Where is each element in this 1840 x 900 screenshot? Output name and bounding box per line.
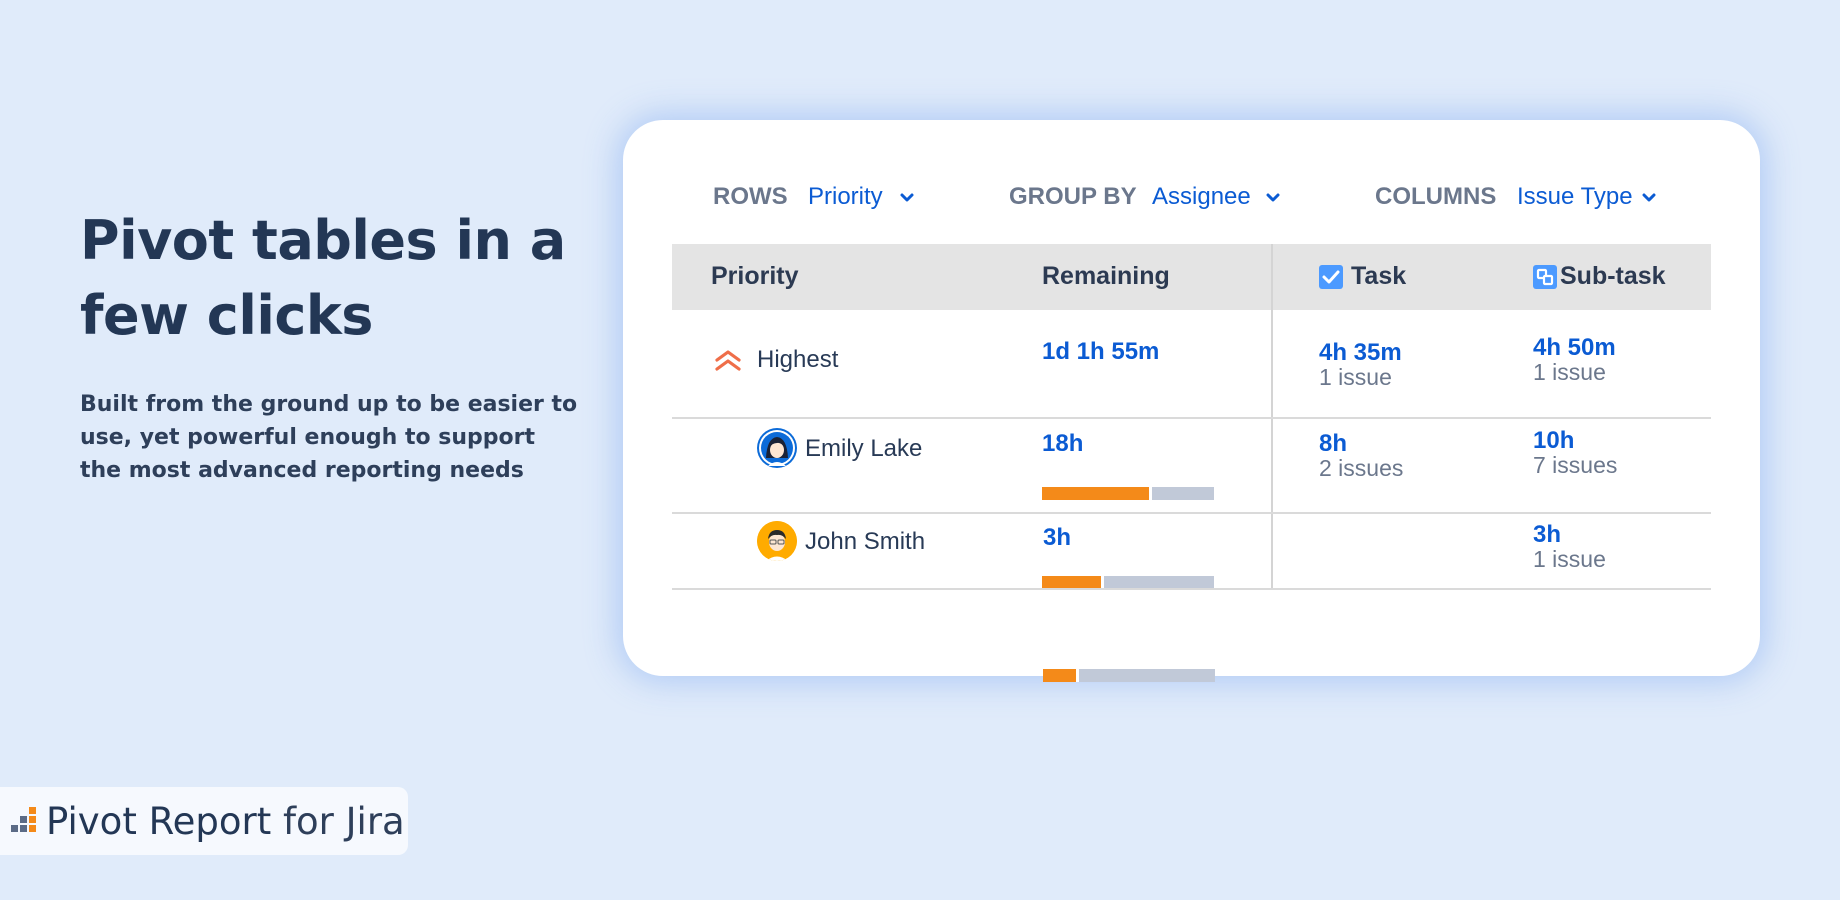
group-by-select[interactable]: Assignee xyxy=(1152,183,1251,210)
remaining-bar-fill xyxy=(1042,487,1153,500)
rows-select[interactable]: Priority xyxy=(808,183,883,210)
pivot-toolbar: ROWS Priority GROUP BY Assignee COLUMNS … xyxy=(623,120,1760,250)
header-priority[interactable]: Priority xyxy=(711,262,799,290)
task-count[interactable]: 2 issues xyxy=(1319,455,1404,481)
subtask-time[interactable]: 10h xyxy=(1533,427,1575,454)
chevron-down-icon[interactable] xyxy=(1262,187,1284,209)
subtask-time[interactable]: 4h 50m xyxy=(1533,334,1616,361)
task-type-icon xyxy=(1319,265,1343,289)
columns-select[interactable]: Issue Type xyxy=(1517,183,1633,210)
brand-name-strong: Pivot Report xyxy=(46,800,272,843)
brand-badge: Pivot Report for Jira xyxy=(0,787,408,855)
subtask-count[interactable]: 7 issues xyxy=(1533,452,1618,478)
remaining-bar xyxy=(1042,576,1214,589)
row-divider xyxy=(672,417,1711,419)
header-task[interactable]: Task xyxy=(1351,262,1407,290)
subtask-type-icon xyxy=(1533,265,1557,289)
remaining-bar xyxy=(1043,669,1215,682)
row-divider xyxy=(672,512,1711,514)
chevron-down-icon[interactable] xyxy=(896,187,918,209)
subtask-count[interactable]: 1 issue xyxy=(1533,546,1606,572)
pivot-table: Priority Remaining Task Sub-task Highest… xyxy=(672,244,1711,710)
hero-subtitle: Built from the ground up to be easier to… xyxy=(80,392,578,483)
remaining-bar-fill xyxy=(1043,669,1080,682)
chevron-down-icon[interactable] xyxy=(1638,187,1660,209)
task-time[interactable]: 8h xyxy=(1319,430,1348,457)
task-count[interactable]: 1 issue xyxy=(1319,364,1392,390)
remaining-bar-fill xyxy=(1042,576,1104,589)
priority-highest-icon xyxy=(715,350,741,371)
rows-label: ROWS xyxy=(713,183,788,210)
header-remaining[interactable]: Remaining xyxy=(1042,262,1170,290)
pivot-card: ROWS Priority GROUP BY Assignee COLUMNS … xyxy=(623,120,1760,682)
row-divider xyxy=(672,588,1711,590)
row-name[interactable]: Emily Lake xyxy=(805,435,923,462)
avatar xyxy=(757,521,797,561)
brand-suffix: for Jira xyxy=(283,800,405,843)
row-name[interactable]: Highest xyxy=(757,346,839,373)
pivot-report-logo-icon xyxy=(11,807,36,832)
remaining-bar xyxy=(1042,487,1214,500)
header-subtask[interactable]: Sub-task xyxy=(1560,262,1666,290)
subtask-count[interactable]: 1 issue xyxy=(1533,359,1606,385)
brand-name: Pivot Report for Jira xyxy=(46,800,405,843)
task-time[interactable]: 4h 35m xyxy=(1319,339,1402,366)
remaining-value: 1d 1h 55m xyxy=(1042,338,1160,365)
row-name[interactable]: John Smith xyxy=(805,528,926,555)
avatar xyxy=(757,428,797,468)
group-by-label: GROUP BY xyxy=(1009,183,1137,210)
subtask-time[interactable]: 3h xyxy=(1533,521,1562,548)
columns-label: COLUMNS xyxy=(1375,183,1497,210)
hero-title: Pivot tables in a few clicks xyxy=(80,209,566,347)
remaining-value: 18h xyxy=(1042,430,1084,457)
remaining-value: 3h xyxy=(1043,524,1072,551)
table-header: Priority Remaining Task Sub-task xyxy=(672,244,1711,310)
